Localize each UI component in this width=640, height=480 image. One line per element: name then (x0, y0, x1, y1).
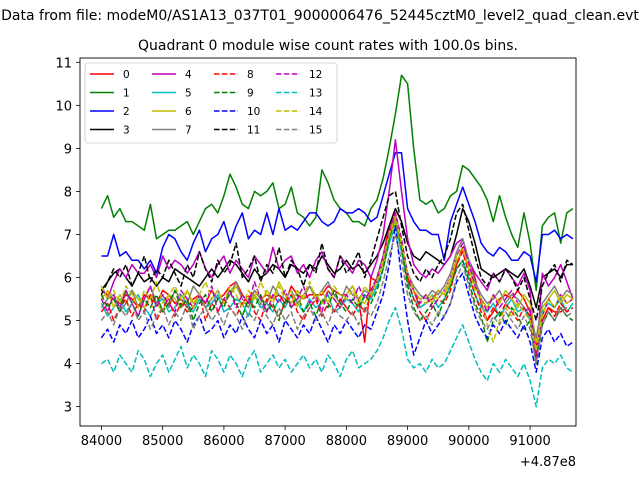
series-line-10 (100, 225, 574, 373)
x-tick-label: 90000 (448, 434, 489, 449)
legend-label-5: 5 (185, 88, 192, 100)
series-line-8 (100, 212, 574, 356)
series-line-15 (100, 233, 574, 365)
chart-suptitle: Data from file: modeM0/AS1A13_037T01_900… (1, 8, 639, 24)
series-line-11 (100, 190, 574, 322)
legend-label-0: 0 (123, 69, 130, 81)
x-offset-label: +4.87e8 (520, 455, 576, 470)
series-line-2 (101, 151, 574, 283)
y-tick-label: 3 (64, 401, 72, 416)
legend-label-7: 7 (185, 125, 192, 137)
y-tick-label: 6 (64, 272, 72, 287)
legend-box (84, 62, 338, 144)
legend-label-2: 2 (123, 106, 130, 118)
x-axis: 84000 85000 86000 87000 88000 89000 90000 91000 (81, 426, 551, 449)
series-line-13 (100, 306, 574, 408)
legend-label-9: 9 (247, 88, 254, 100)
x-tick-label: 89000 (387, 434, 428, 449)
legend-label-6: 6 (185, 106, 192, 118)
legend-label-1: 1 (123, 88, 130, 100)
series-line-14 (100, 216, 574, 352)
y-tick-label: 11 (55, 56, 72, 71)
y-tick-label: 7 (64, 228, 72, 243)
x-tick-label: 85000 (142, 434, 183, 449)
y-tick-label: 5 (64, 315, 72, 330)
legend-label-14: 14 (309, 106, 323, 118)
legend-label-4: 4 (185, 69, 192, 81)
y-tick-label: 4 (64, 358, 72, 373)
legend-label-10: 10 (247, 106, 260, 118)
x-tick-label: 88000 (326, 434, 367, 449)
legend-label-8: 8 (247, 69, 254, 81)
legend-label-13: 13 (309, 88, 322, 100)
y-axis: 3 4 5 6 7 8 9 10 11 (55, 56, 80, 416)
series-line-9 (100, 216, 574, 365)
legend-label-15: 15 (309, 125, 322, 137)
series-line-3 (100, 207, 573, 309)
y-tick-label: 10 (55, 99, 72, 114)
x-tick-label: 86000 (203, 434, 244, 449)
x-tick-label: 87000 (264, 434, 305, 449)
y-tick-label: 9 (64, 142, 72, 157)
y-tick-label: 8 (64, 185, 72, 200)
chart-title: Quadrant 0 module wise count rates with … (138, 38, 518, 54)
series-line-1 (100, 74, 574, 292)
legend-label-12: 12 (309, 69, 322, 81)
series-layer (100, 74, 574, 408)
x-tick-label: 84000 (81, 434, 122, 449)
series-line-12 (100, 212, 574, 361)
legend-label-3: 3 (123, 125, 130, 137)
x-tick-label: 91000 (509, 434, 550, 449)
axes-frame (79, 57, 577, 427)
legend-label-11: 11 (247, 125, 260, 137)
